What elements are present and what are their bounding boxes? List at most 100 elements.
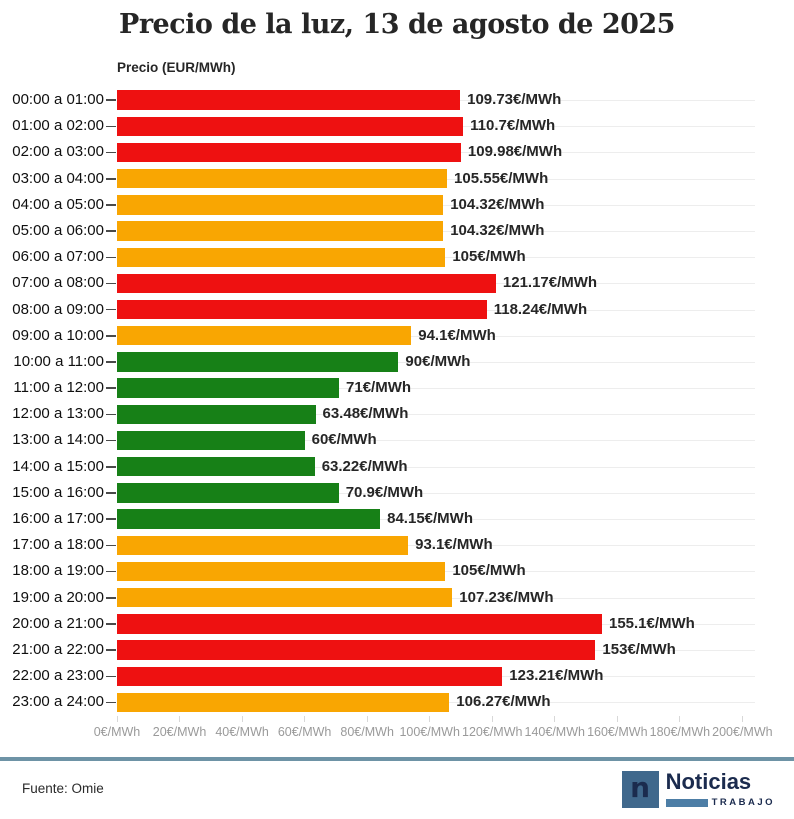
y-axis-tick [106,387,116,390]
price-bar [117,299,487,320]
x-axis-tick [241,716,243,722]
y-axis-tick [106,439,116,442]
price-bar [117,221,444,241]
x-axis-tick-label: 20€/MWh [152,725,207,739]
row-gridline [117,440,755,442]
axis-title: Precio (EUR/MWh) [117,60,236,75]
y-axis-tick [106,335,116,337]
chart-row: 22:00 a 23:00 123.21€/MWh [0,663,794,689]
time-label: 21:00 a 22:00 [12,640,104,658]
x-axis-tick-label: 200€/MWh [712,725,773,739]
time-label: 00:00 a 01:00 [12,91,104,108]
x-axis-tick-label: 180€/MWh [649,725,711,739]
x-axis-tick-label: 120€/MWh [462,725,523,739]
price-value-label: 155.1€/MWh [608,614,695,632]
price-value-label: 104.32€/MWh [450,221,545,239]
time-label: 19:00 a 20:00 [12,588,104,606]
y-axis-tick [106,99,116,101]
price-bar [117,692,450,713]
chart-row: 02:00 a 03:00 109.98€/MWh [0,139,794,165]
chart-row: 19:00 a 20:00 107.23€/MWh [0,585,794,611]
x-axis-tick-label: 80€/MWh [340,725,394,739]
price-value-label: 106.27€/MWh [456,693,551,711]
time-label: 13:00 a 14:00 [12,431,104,449]
chart-row: 18:00 a 19:00 105€/MWh [0,558,794,584]
price-bar [117,614,602,634]
price-value-label: 60€/MWh [311,431,377,449]
price-value-label: 84.15€/MWh [387,510,473,527]
price-value-label: 105€/MWh [452,562,526,580]
x-axis-tick [429,716,431,722]
x-axis-tick-label: 40€/MWh [215,725,269,739]
price-bar [117,640,596,660]
time-label: 22:00 a 23:00 [12,667,104,685]
chart-row: 07:00 a 08:00 121.17€/MWh [0,270,794,296]
chart-row: 08:00 a 09:00 118.24€/MWh [0,297,794,323]
price-value-label: 104.32€/MWh [450,195,545,213]
x-axis-tick-label: 160€/MWh [587,725,648,739]
x-axis-tick-label: 60€/MWh [277,725,332,739]
chart-row: 00:00 a 01:00 109.73€/MWh [0,87,794,113]
y-axis-tick [106,125,116,128]
row-gridline [117,545,755,547]
price-bar [117,535,409,555]
x-axis-tick [491,716,493,722]
time-label: 11:00 a 12:00 [13,379,104,397]
y-axis-tick [106,151,116,154]
time-label: 17:00 a 18:00 [12,536,104,554]
x-axis: 0€/MWh 20€/MWh 40€/MWh 60€/MWh 80€/MWh 100€/M… [0,716,794,756]
footer-divider [0,757,794,761]
y-axis-tick [106,518,116,520]
logo-name: Noticias [665,769,752,794]
y-axis-tick [106,204,116,206]
x-axis-tick [304,716,306,722]
y-axis-tick [106,570,116,573]
time-label: 05:00 a 06:00 [12,221,104,239]
time-label: 03:00 a 04:00 [12,169,104,187]
row-gridline [117,414,755,416]
x-axis-tick [679,716,681,722]
chart-row: 12:00 a 13:00 63.48€/MWh [0,401,794,427]
y-axis-tick [106,701,116,704]
price-bar [117,587,453,608]
chart-row: 03:00 a 04:00 105.55€/MWh [0,166,794,192]
price-bar [117,483,339,503]
price-value-label: 118.24€/MWh [493,300,588,318]
price-value-label: 63.48€/MWh [322,405,409,423]
x-axis-tick-label: 140€/MWh [524,725,585,739]
y-axis-tick [106,308,116,311]
time-label: 16:00 a 17:00 [12,510,104,527]
price-bar [117,404,316,425]
chart-row: 20:00 a 21:00 155.1€/MWh [0,611,794,637]
x-axis-tick [179,716,181,722]
time-label: 10:00 a 11:00 [13,352,104,370]
page-title: Precio de la luz, 13 de agosto de 2025 [119,9,675,40]
time-label: 04:00 a 05:00 [12,195,104,213]
time-label: 06:00 a 07:00 [12,248,104,266]
time-label: 14:00 a 15:00 [12,457,104,475]
price-value-label: 93.1€/MWh [415,536,493,554]
price-bar [117,378,340,398]
row-gridline [117,466,755,468]
y-axis-tick [106,413,116,416]
chart-row: 01:00 a 02:00 110.7€/MWh [0,113,794,139]
time-label: 18:00 a 19:00 [12,562,104,580]
chart-row: 15:00 a 16:00 70.9€/MWh [0,480,794,506]
logo: n Noticias TRABAJO [621,769,775,808]
time-label: 02:00 a 03:00 [12,143,104,161]
y-axis-tick [106,675,116,678]
time-label: 20:00 a 21:00 [12,614,104,632]
chart-row: 13:00 a 14:00 60€/MWh [0,427,794,453]
price-bar [117,326,412,346]
price-value-label: 105€/MWh [452,248,526,266]
time-label: 15:00 a 16:00 [12,483,104,501]
time-label: 08:00 a 09:00 [12,300,104,318]
time-label: 01:00 a 02:00 [12,117,104,135]
y-axis-tick [106,256,116,259]
price-value-label: 109.98€/MWh [467,143,563,161]
price-bar [117,116,464,136]
y-axis-tick [106,596,116,599]
y-axis-tick [106,230,116,232]
chart-row: 11:00 a 12:00 71€/MWh [0,375,794,401]
